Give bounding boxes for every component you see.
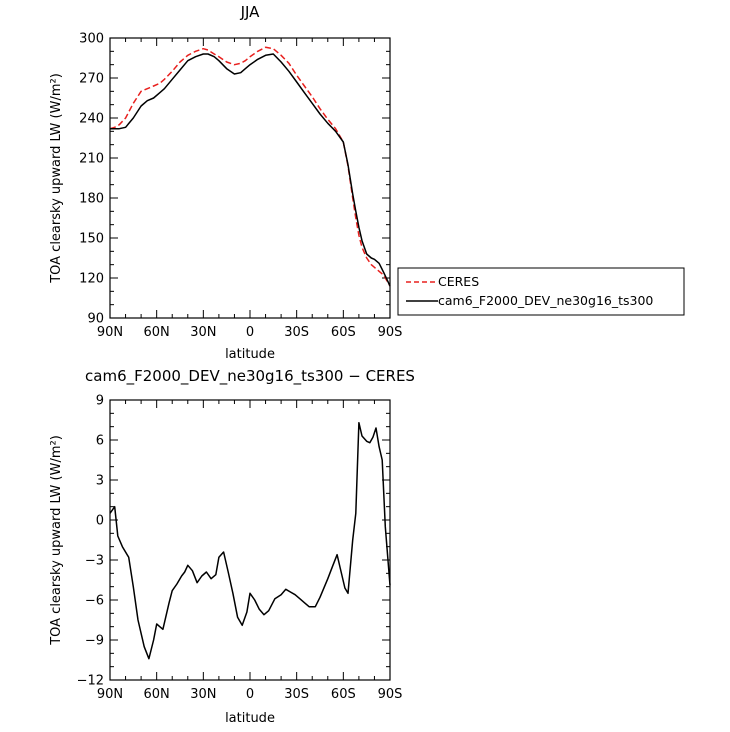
top-chart-title: JJA bbox=[240, 3, 261, 21]
top-x-axis-label: latitude bbox=[225, 347, 275, 362]
top-plot-frame bbox=[109, 37, 391, 319]
bottom-x-tick-label: 90S bbox=[378, 687, 403, 702]
bottom-plot-frame bbox=[109, 399, 391, 681]
bottom-x-tick-label: 30S bbox=[284, 687, 309, 702]
legend-entry-model: cam6_F2000_DEV_ne30g16_ts300 bbox=[438, 293, 653, 308]
legend-box bbox=[397, 267, 685, 316]
top-x-tick-label: 90S bbox=[378, 325, 403, 340]
top-panel: JJA TOA clearsky upward LW (W/m²) latitu… bbox=[49, 3, 402, 362]
top-x-tick-label: 30S bbox=[284, 325, 309, 340]
top-y-tick-label: 240 bbox=[79, 112, 104, 127]
top-x-tick-label: 30N bbox=[190, 325, 216, 340]
bottom-y-tick-label: −9 bbox=[85, 634, 104, 649]
bottom-x-tick-label: 0 bbox=[246, 687, 254, 702]
top-x-tick-label: 0 bbox=[246, 325, 254, 340]
bottom-x-tick-label: 60N bbox=[144, 687, 170, 702]
bottom-y-tick-label: 9 bbox=[96, 394, 104, 409]
top-x-tick-label: 60S bbox=[331, 325, 356, 340]
bottom-series-line-0 bbox=[109, 421, 391, 660]
top-y-tick-label: 180 bbox=[79, 192, 104, 207]
bottom-x-tick-label: 30N bbox=[190, 687, 216, 702]
top-y-tick-label: 120 bbox=[79, 272, 104, 287]
top-x-tick-label: 60N bbox=[144, 325, 170, 340]
top-y-tick-label: 150 bbox=[79, 232, 104, 247]
top-y-tick-label: 210 bbox=[79, 152, 104, 167]
bottom-y-axis-label: TOA clearsky upward LW (W/m²) bbox=[49, 435, 64, 646]
bottom-y-tick-label: −6 bbox=[85, 594, 104, 609]
top-y-axis-label: TOA clearsky upward LW (W/m²) bbox=[49, 73, 64, 284]
bottom-x-axis-label: latitude bbox=[225, 711, 275, 726]
top-y-tick-label: 90 bbox=[87, 312, 104, 327]
bottom-x-tick-label: 90N bbox=[97, 687, 123, 702]
bottom-chart-title: cam6_F2000_DEV_ne30g16_ts300 − CERES bbox=[85, 367, 415, 386]
bottom-plot-area: 90N 60N 30N 0 30S 60S 90S −12 −9 −6 −3 0 3 6 9 bbox=[77, 394, 403, 703]
top-series-line-1 bbox=[110, 53, 391, 287]
legend-entry-ceres: CERES bbox=[438, 274, 479, 289]
bottom-y-tick-label: −12 bbox=[77, 674, 104, 689]
top-y-tick-label: 270 bbox=[79, 72, 104, 87]
bottom-y-tick-label: 0 bbox=[96, 514, 104, 529]
bottom-y-tick-label: −3 bbox=[85, 554, 104, 569]
bottom-y-tick-label: 3 bbox=[96, 474, 104, 489]
legend: CERES cam6_F2000_DEV_ne30g16_ts300 bbox=[397, 267, 685, 316]
top-y-tick-label: 300 bbox=[79, 32, 104, 47]
top-series-line-0 bbox=[109, 46, 391, 287]
bottom-y-tick-label: 6 bbox=[96, 434, 104, 449]
top-x-tick-label: 90N bbox=[97, 325, 123, 340]
bottom-panel: cam6_F2000_DEV_ne30g16_ts300 − CERES TOA… bbox=[49, 367, 415, 726]
bottom-x-tick-label: 60S bbox=[331, 687, 356, 702]
top-plot-area: 90N 60N 30N 0 30S 60S 90S 90 120 150 180 210 240 270 3… bbox=[79, 32, 402, 341]
